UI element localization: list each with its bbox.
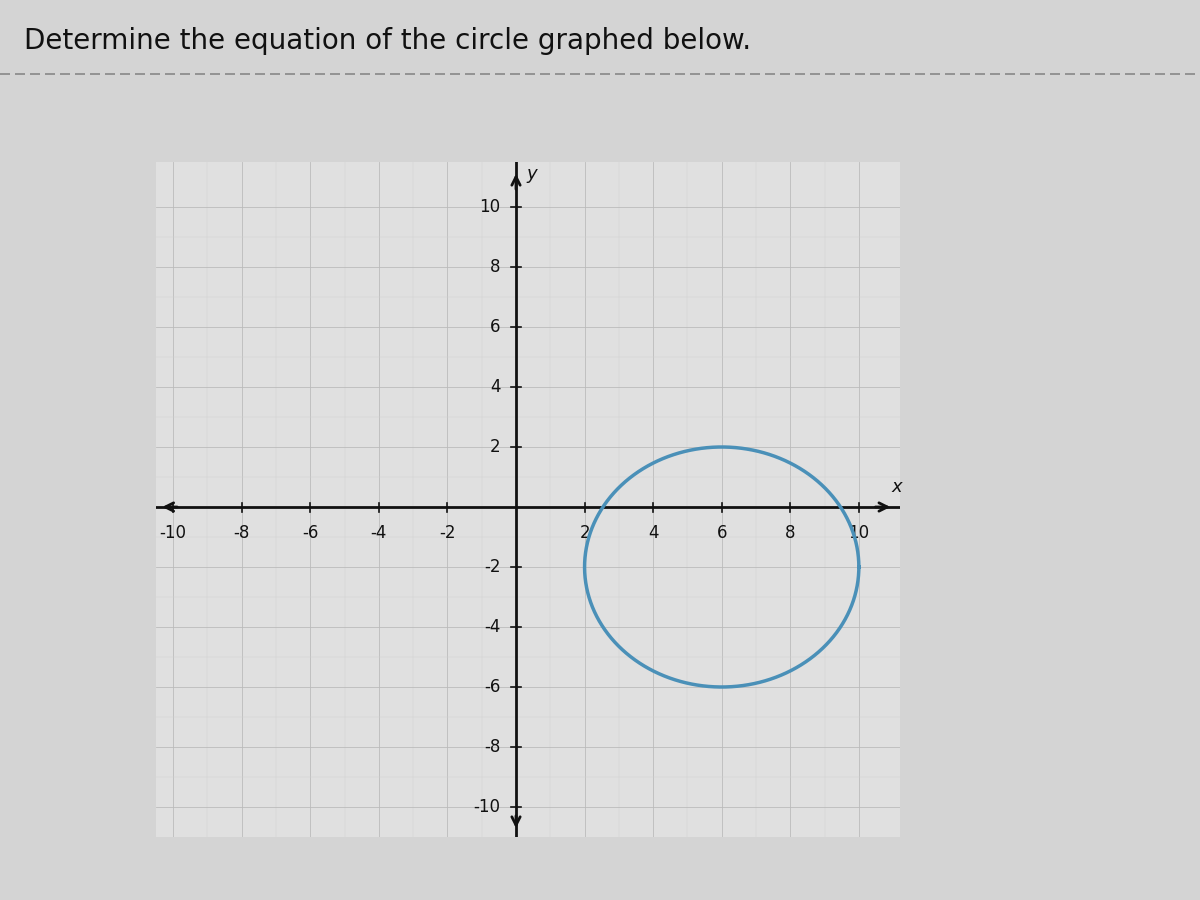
Text: 10: 10 <box>848 524 870 542</box>
Text: -4: -4 <box>484 618 500 636</box>
Text: x: x <box>892 479 902 497</box>
Text: 2: 2 <box>580 524 590 542</box>
Text: -8: -8 <box>234 524 250 542</box>
Text: 4: 4 <box>490 378 500 396</box>
Text: 6: 6 <box>490 318 500 336</box>
Text: Determine the equation of the circle graphed below.: Determine the equation of the circle gra… <box>24 27 751 55</box>
Text: 8: 8 <box>490 258 500 276</box>
Text: -6: -6 <box>302 524 318 542</box>
Text: -6: -6 <box>484 678 500 696</box>
Text: y: y <box>527 165 536 183</box>
Text: -2: -2 <box>439 524 456 542</box>
Text: -4: -4 <box>371 524 388 542</box>
Text: -2: -2 <box>484 558 500 576</box>
Text: 6: 6 <box>716 524 727 542</box>
Text: 4: 4 <box>648 524 659 542</box>
Text: 10: 10 <box>480 198 500 216</box>
Text: -10: -10 <box>474 798 500 816</box>
Text: -10: -10 <box>160 524 187 542</box>
Text: -8: -8 <box>484 738 500 756</box>
Text: 2: 2 <box>490 438 500 456</box>
Text: 8: 8 <box>785 524 796 542</box>
